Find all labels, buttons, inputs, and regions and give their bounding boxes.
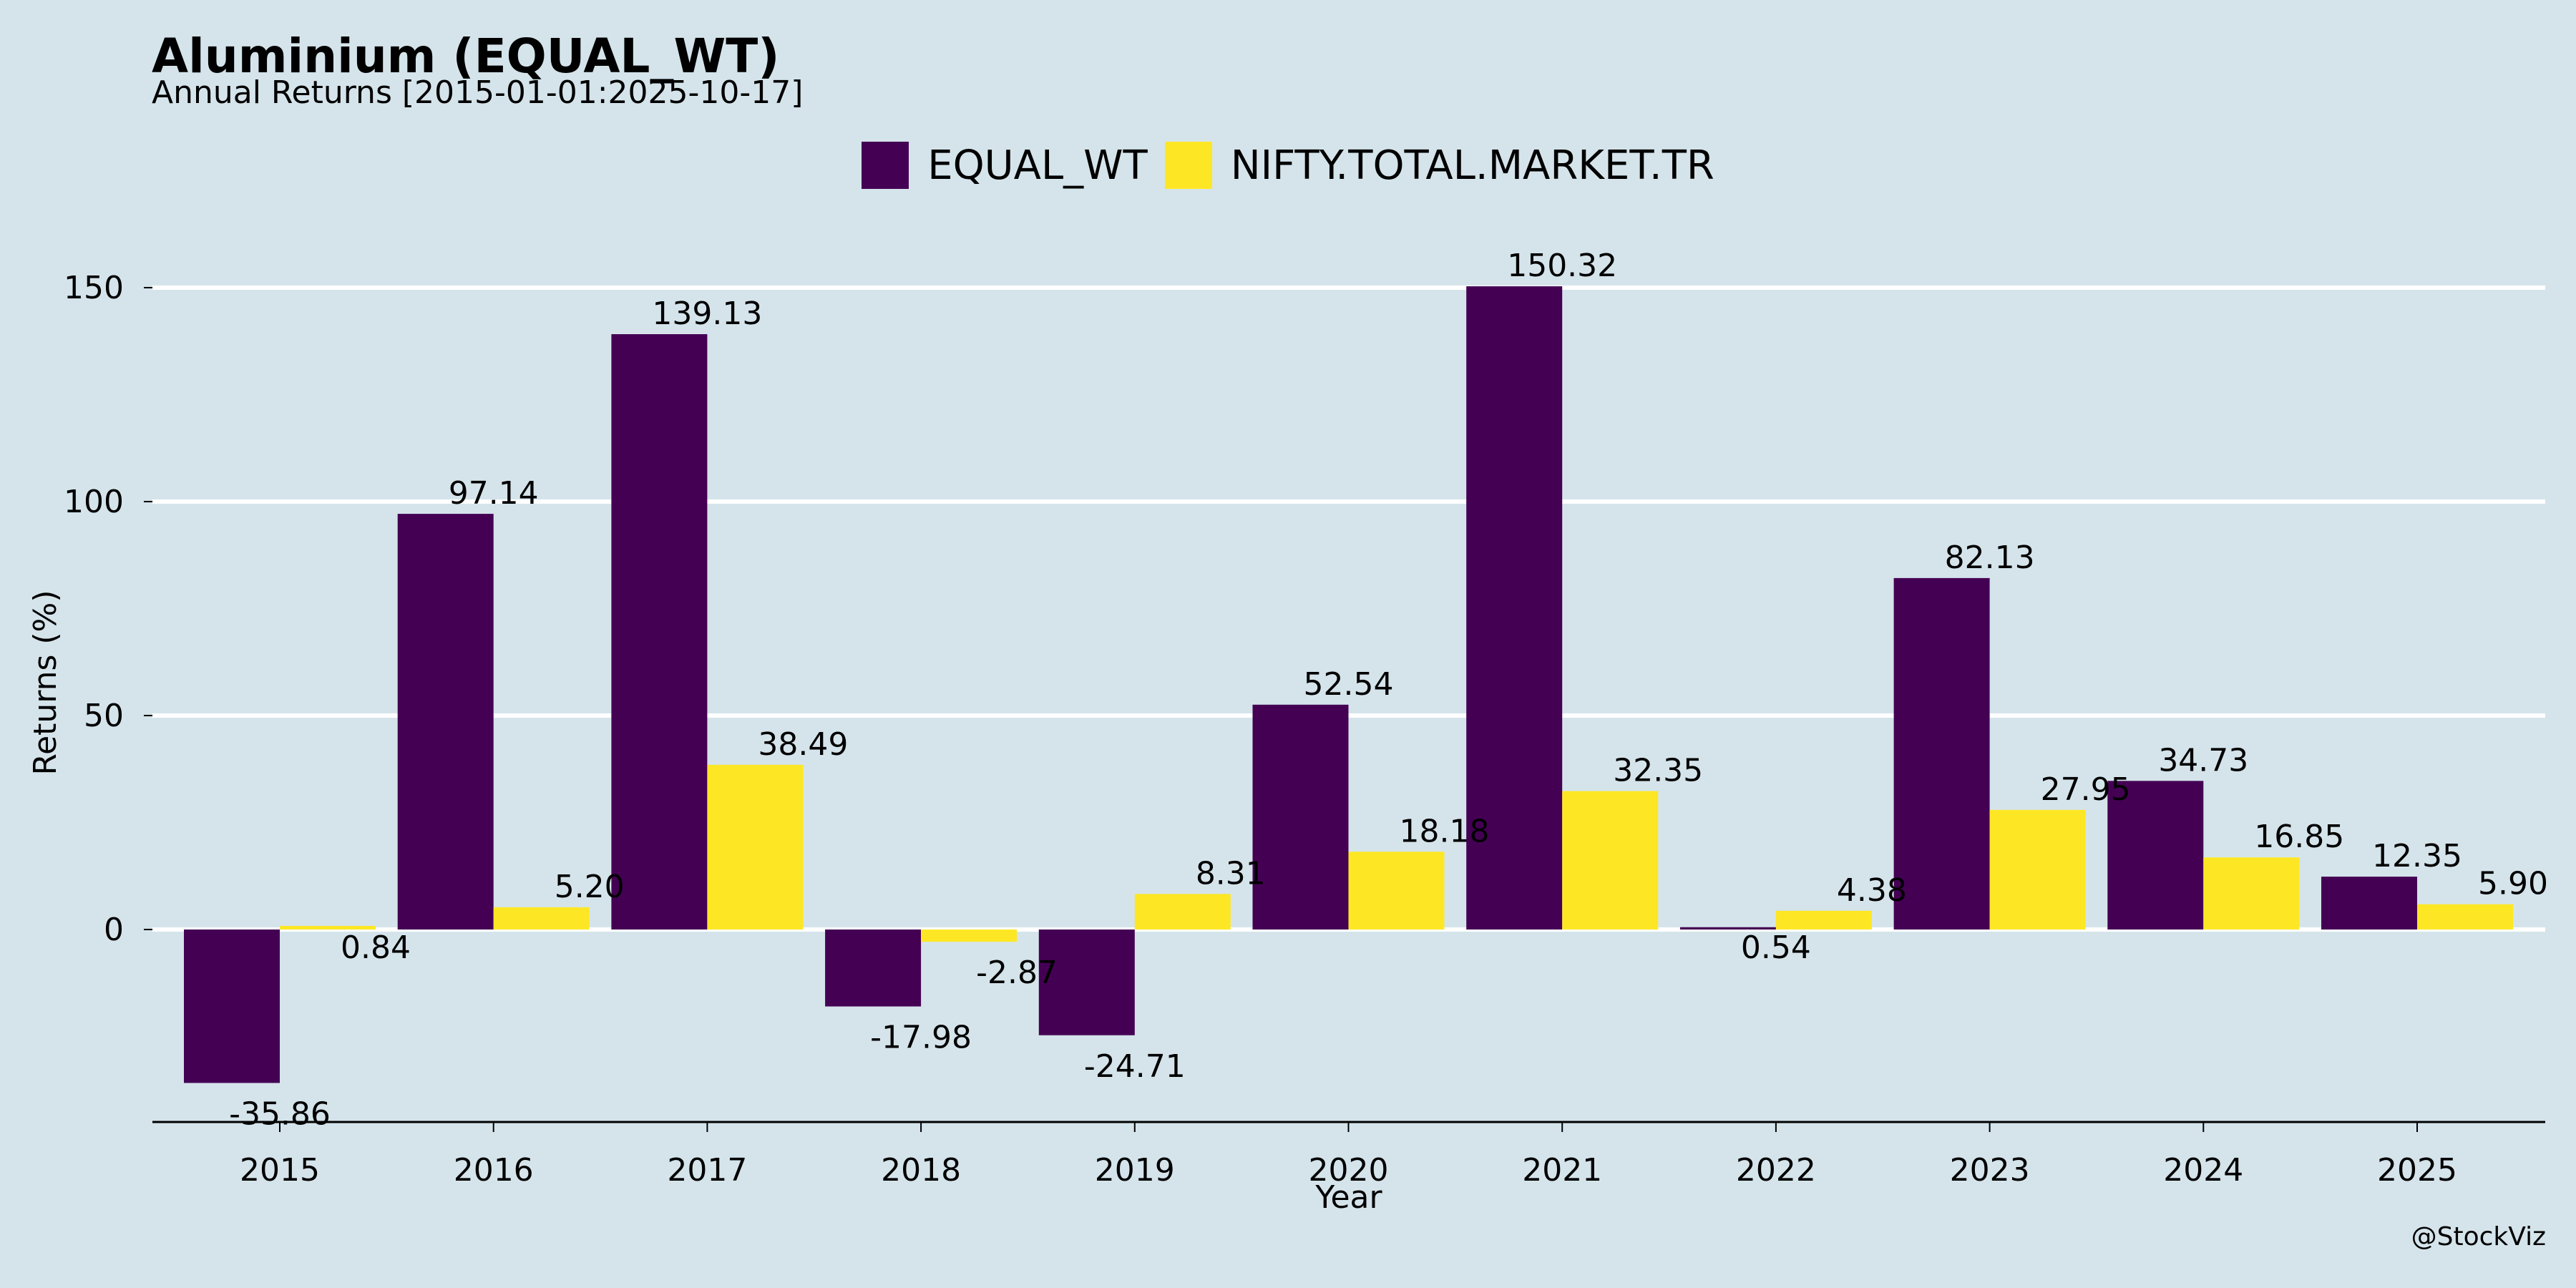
bar-nifty-2017 bbox=[707, 764, 804, 930]
value-label: 150.32 bbox=[1507, 248, 1617, 284]
legend-item-nifty: NIFTY.TOTAL.MARKET.TR bbox=[1164, 142, 1714, 189]
bar-equal-wt-2017 bbox=[611, 334, 708, 930]
bar-nifty-2021 bbox=[1562, 791, 1659, 930]
value-label: 8.31 bbox=[1196, 855, 1266, 892]
value-label: 0.54 bbox=[1741, 930, 1811, 966]
bar-equal-wt-2025 bbox=[2321, 877, 2417, 930]
x-tick-label: 2016 bbox=[454, 1152, 534, 1189]
x-tick-label: 2022 bbox=[1736, 1152, 1816, 1189]
y-tick-label: 150 bbox=[64, 270, 124, 306]
value-label: 16.85 bbox=[2254, 819, 2344, 855]
bar-equal-wt-2022 bbox=[1679, 927, 1776, 930]
value-label: 139.13 bbox=[652, 296, 762, 332]
value-label: -2.87 bbox=[976, 955, 1058, 991]
bar-equal-wt-2023 bbox=[1893, 577, 1990, 930]
bar-nifty-2020 bbox=[1348, 852, 1445, 930]
bar-nifty-2016 bbox=[493, 907, 590, 930]
x-tick-label: 2019 bbox=[1095, 1152, 1175, 1189]
value-label: 52.54 bbox=[1304, 666, 1394, 703]
value-label: 5.20 bbox=[555, 869, 625, 905]
chart-title: Aluminium (EQUAL_WT) bbox=[152, 29, 780, 84]
legend-label-equal-wt: EQUAL_WT bbox=[927, 142, 1148, 189]
x-tick-label: 2021 bbox=[1522, 1152, 1602, 1189]
legend-swatch-nifty bbox=[1164, 142, 1212, 189]
bar-equal-wt-2018 bbox=[825, 930, 922, 1007]
bar-equal-wt-2021 bbox=[1466, 286, 1563, 930]
bar-equal-wt-2015 bbox=[184, 930, 280, 1083]
y-tick-label: 100 bbox=[64, 484, 124, 520]
x-tick-label: 2017 bbox=[667, 1152, 747, 1189]
value-label: -17.98 bbox=[870, 1020, 972, 1056]
bar-equal-wt-2019 bbox=[1038, 930, 1135, 1035]
value-label: 82.13 bbox=[1945, 540, 2035, 576]
bars bbox=[184, 286, 2513, 1083]
axes: 0 50 100 150 2015 2016 2017 2018 2019 2020 2021 202… bbox=[64, 270, 2545, 1189]
y-axis-title: Returns (%) bbox=[27, 590, 64, 775]
value-label: -24.71 bbox=[1084, 1048, 1186, 1085]
chart-subtitle: Annual Returns [2015-01-01:2025-10-17] bbox=[152, 74, 804, 111]
value-label: 4.38 bbox=[1837, 872, 1907, 909]
x-tick-label: 2023 bbox=[1950, 1152, 2030, 1189]
bar-nifty-2019 bbox=[1134, 894, 1231, 930]
bar-nifty-2015 bbox=[280, 925, 376, 930]
value-label: 34.73 bbox=[2158, 742, 2248, 779]
y-tick-label: 0 bbox=[104, 912, 124, 948]
value-label: 18.18 bbox=[1400, 813, 1490, 849]
bar-nifty-2018 bbox=[921, 930, 1018, 942]
bar-equal-wt-2024 bbox=[2107, 781, 2204, 930]
value-label: 12.35 bbox=[2372, 838, 2462, 874]
bar-nifty-2023 bbox=[1989, 809, 2086, 930]
legend-swatch-equal-wt bbox=[862, 142, 909, 189]
y-tick-label: 50 bbox=[84, 698, 124, 734]
bar-nifty-2025 bbox=[2417, 904, 2513, 930]
value-label: 97.14 bbox=[449, 475, 539, 512]
bar-equal-wt-2020 bbox=[1252, 704, 1349, 930]
legend-item-equal-wt: EQUAL_WT bbox=[862, 142, 1148, 189]
x-tick-label: 2024 bbox=[2163, 1152, 2243, 1189]
value-label: 27.95 bbox=[2041, 771, 2131, 808]
x-tick-label: 2018 bbox=[881, 1152, 961, 1189]
value-label: 38.49 bbox=[758, 726, 848, 763]
x-tick-label: 2025 bbox=[2377, 1152, 2457, 1189]
bar-equal-wt-2016 bbox=[397, 514, 494, 930]
x-axis-title: Year bbox=[1314, 1179, 1382, 1216]
x-tick-label: 2015 bbox=[240, 1152, 320, 1189]
value-label: 32.35 bbox=[1613, 753, 1703, 789]
value-label: 5.90 bbox=[2478, 866, 2548, 902]
x-tick-label: 2020 bbox=[1309, 1152, 1389, 1189]
watermark: @StockViz bbox=[2411, 1222, 2546, 1252]
bar-nifty-2022 bbox=[1775, 910, 1872, 930]
bar-nifty-2024 bbox=[2203, 857, 2300, 930]
legend-label-nifty: NIFTY.TOTAL.MARKET.TR bbox=[1230, 142, 1714, 189]
value-label: 0.84 bbox=[341, 930, 411, 966]
value-labels: -35.860.8497.145.20139.1338.49-17.98-2.8… bbox=[229, 248, 2548, 1132]
legend: EQUAL_WT NIFTY.TOTAL.MARKET.TR bbox=[0, 142, 2576, 189]
